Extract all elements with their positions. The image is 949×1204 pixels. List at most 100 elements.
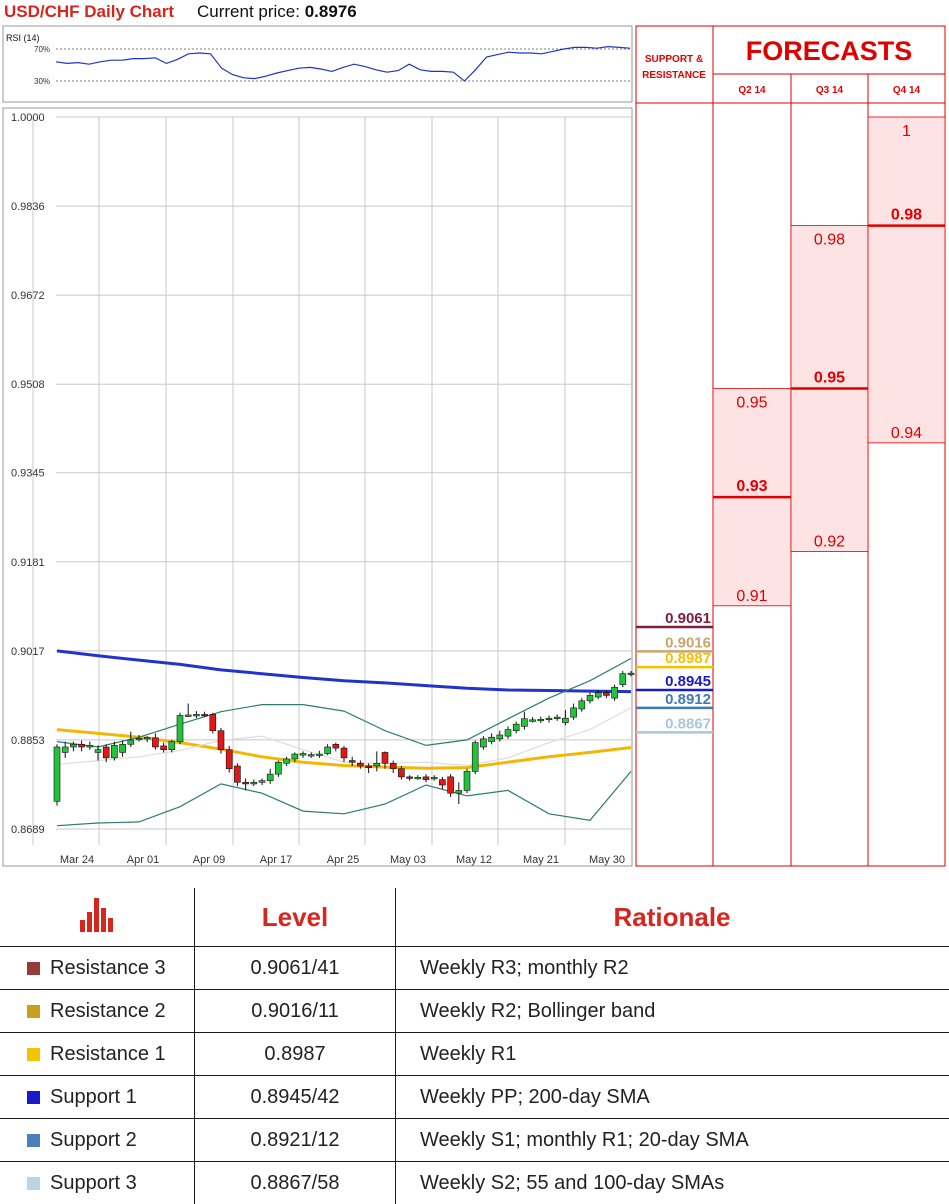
- candle-body: [538, 719, 544, 721]
- candle-body: [79, 744, 85, 747]
- candle-body: [103, 747, 109, 758]
- candle-body: [431, 777, 437, 779]
- sr-level-label: 0.8987: [665, 650, 711, 667]
- candle-body: [111, 745, 117, 757]
- x-tick-label: May 12: [456, 854, 492, 866]
- candle-body: [218, 731, 224, 750]
- sr-level-label: 0.9061: [665, 610, 711, 627]
- candle-body: [374, 763, 380, 766]
- candle-body: [595, 693, 601, 697]
- candle-body: [554, 717, 560, 719]
- candle-body: [202, 714, 208, 716]
- candle-body: [325, 747, 331, 754]
- level-color-swatch: [27, 962, 40, 975]
- level-rationale: Weekly PP; 200-day SMA: [396, 1076, 949, 1119]
- level-value: 0.8921/12: [195, 1119, 396, 1162]
- x-tick-label: Mar 24: [60, 854, 94, 866]
- y-tick-label: 0.9836: [11, 201, 45, 213]
- level-rationale: Weekly R3; monthly R2: [396, 947, 949, 990]
- forecast-mid-label: 0.95: [814, 370, 845, 387]
- forecast-quarter: Q2 14: [738, 85, 766, 96]
- level-color-swatch: [27, 1005, 40, 1018]
- y-tick-label: 0.9508: [11, 379, 45, 391]
- level-name-cell: Support 3: [0, 1162, 195, 1204]
- candle-body: [497, 735, 503, 739]
- sr-header-line2: RESISTANCE: [642, 70, 706, 81]
- candle-body: [390, 763, 396, 768]
- level-rationale: Weekly R2; Bollinger band: [396, 990, 949, 1033]
- level-name-cell: Resistance 1: [0, 1033, 195, 1076]
- candle-body: [120, 744, 126, 752]
- candle-body: [161, 746, 167, 750]
- candle-body: [54, 747, 60, 801]
- candle-body: [423, 777, 429, 780]
- candle-body: [267, 774, 273, 781]
- candle-body: [480, 739, 486, 747]
- rsi-panel: [3, 26, 632, 102]
- candle-body: [579, 701, 585, 709]
- candle-body: [472, 743, 478, 772]
- sr-level-label: 0.9016: [665, 634, 711, 651]
- candle-body: [521, 719, 527, 727]
- bar-chart-icon: [80, 896, 114, 932]
- forecast-low-label: 0.94: [891, 425, 922, 442]
- sr-level-label: 0.8867: [665, 715, 711, 732]
- candle-body: [251, 782, 257, 784]
- chart-area: USD/CHF Daily Chart Current price: 0.897…: [0, 0, 949, 880]
- x-tick-label: May 30: [589, 854, 625, 866]
- forecast-high-label: 0.98: [814, 232, 845, 249]
- current-price: Current price: 0.8976: [197, 2, 357, 21]
- chart-title: USD/CHF Daily Chart: [4, 2, 174, 21]
- x-tick-label: Apr 17: [260, 854, 292, 866]
- candle-body: [308, 755, 314, 757]
- forecasts-title: FORECASTS: [746, 36, 913, 66]
- candle-body: [349, 761, 355, 763]
- candle-body: [546, 718, 552, 720]
- candle-body: [128, 740, 134, 744]
- level-name: Resistance 3: [50, 957, 166, 979]
- forecast-low-label: 0.92: [814, 533, 845, 550]
- candle-body: [95, 750, 101, 753]
- level-color-swatch: [27, 1134, 40, 1147]
- candle-body: [505, 730, 511, 737]
- x-tick-label: Apr 01: [127, 854, 159, 866]
- candle-body: [333, 744, 339, 748]
- candle-body: [571, 708, 577, 717]
- level-name: Resistance 1: [50, 1043, 166, 1065]
- forecast-quarter: Q4 14: [893, 85, 921, 96]
- rsi-level-70: 70%: [34, 45, 50, 54]
- forecast-mid-label: 0.93: [736, 478, 767, 495]
- level-color-swatch: [27, 1048, 40, 1061]
- forecast-low-label: 0.91: [736, 588, 767, 605]
- level-value: 0.9016/11: [195, 990, 396, 1033]
- candle-body: [398, 769, 404, 777]
- level-name-cell: Resistance 2: [0, 990, 195, 1033]
- level-value: 0.8945/42: [195, 1076, 396, 1119]
- candle-body: [259, 781, 265, 783]
- forecast-high-label: 0.95: [736, 395, 767, 412]
- candle-body: [292, 754, 298, 759]
- candle-body: [513, 724, 519, 731]
- candle-body: [587, 695, 593, 700]
- level-header: Level: [195, 888, 396, 947]
- table-icon-cell: [0, 888, 195, 947]
- level-color-swatch: [27, 1091, 40, 1104]
- candle-body: [243, 782, 249, 784]
- y-tick-label: 0.9345: [11, 468, 45, 480]
- candle-body: [275, 762, 281, 774]
- rsi-level-30: 30%: [34, 77, 50, 86]
- y-tick-label: 1.0000: [11, 112, 45, 124]
- candle-body: [152, 738, 158, 747]
- candle-body: [169, 742, 175, 750]
- sr-level-label: 0.8912: [665, 691, 711, 708]
- candle-body: [284, 759, 290, 763]
